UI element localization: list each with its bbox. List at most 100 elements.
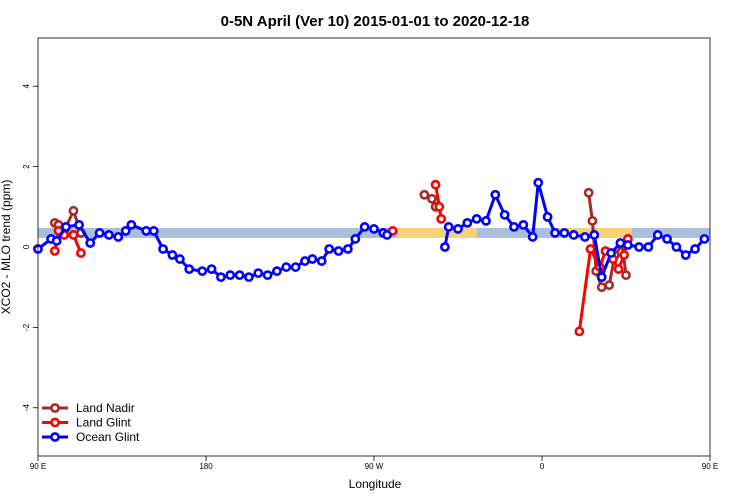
data-point	[141, 226, 152, 236]
data-point	[350, 234, 361, 244]
series-layer	[33, 177, 710, 337]
data-point	[527, 232, 538, 242]
data-point	[167, 250, 178, 260]
chart-title: 0-5N April (Ver 10) 2015-01-01 to 2020-1…	[221, 13, 530, 30]
y-tick-label: 0	[22, 244, 31, 249]
data-point	[316, 256, 327, 266]
data-point	[333, 246, 344, 256]
data-point	[434, 201, 445, 212]
data-point	[426, 193, 437, 204]
data-point	[244, 272, 254, 283]
data-point	[643, 242, 654, 252]
data-point	[281, 262, 292, 272]
data-point	[568, 230, 579, 240]
data-point	[518, 219, 529, 230]
data-point	[324, 244, 335, 254]
legend-label: Land Glint	[76, 416, 131, 430]
data-point	[419, 189, 430, 200]
data-point	[234, 270, 245, 281]
y-axis: -4 -2 0 2 4	[22, 83, 38, 411]
data-point	[342, 244, 353, 254]
band-segment	[38, 227, 399, 238]
legend-item: Land Glint	[42, 416, 131, 430]
data-point	[262, 270, 273, 281]
data-point	[453, 224, 463, 234]
data-point	[652, 230, 663, 240]
legend-marker	[50, 432, 60, 442]
series-ocean-glint	[33, 177, 710, 283]
data-point	[589, 230, 600, 240]
data-point	[690, 244, 700, 254]
data-point	[206, 264, 217, 275]
data-point	[559, 228, 570, 238]
data-point	[68, 205, 79, 216]
data-point	[596, 272, 607, 283]
legend-marker	[50, 403, 60, 413]
data-point	[174, 254, 185, 264]
data-point	[471, 213, 482, 224]
data-point	[550, 228, 560, 238]
data-point	[542, 211, 553, 222]
data-point	[158, 244, 168, 254]
data-point	[216, 272, 226, 283]
data-point	[583, 187, 594, 198]
data-point	[671, 242, 682, 252]
x-tick-label: 90 E	[30, 462, 46, 471]
data-point	[481, 215, 491, 226]
data-point	[580, 232, 590, 242]
data-point	[490, 189, 501, 200]
data-point	[462, 217, 473, 228]
data-point	[699, 234, 710, 244]
data-point	[300, 256, 310, 266]
data-point	[272, 266, 282, 277]
data-point	[184, 264, 195, 275]
data-point	[662, 234, 672, 244]
data-point	[634, 242, 644, 252]
data-point	[382, 230, 392, 240]
data-point	[613, 264, 624, 275]
data-point	[440, 242, 450, 252]
band-segment	[398, 227, 477, 238]
legend-item: Ocean Glint	[42, 430, 140, 444]
data-point	[94, 228, 105, 238]
data-point	[61, 222, 71, 232]
data-point	[587, 215, 598, 226]
data-point	[533, 177, 544, 188]
band-segment	[631, 227, 710, 238]
data-point	[574, 326, 585, 337]
data-point	[290, 262, 301, 272]
data-point	[604, 280, 615, 291]
data-point	[85, 238, 96, 248]
data-point	[436, 213, 447, 224]
data-point	[104, 230, 114, 240]
data-point	[225, 270, 236, 281]
data-point	[126, 219, 137, 230]
data-point	[509, 222, 519, 232]
legend-marker	[50, 417, 60, 428]
x-axis: 90 E 180 90 W 0 90 E	[30, 456, 718, 471]
data-point	[253, 268, 264, 279]
data-point	[51, 236, 62, 246]
data-point	[68, 230, 79, 240]
legend-label: Ocean Glint	[76, 430, 140, 444]
data-point	[76, 248, 86, 258]
y-tick-label: 4	[22, 83, 31, 88]
data-point	[680, 250, 691, 260]
x-tick-label: 0	[540, 462, 545, 471]
data-point	[148, 226, 159, 236]
data-point	[621, 270, 631, 281]
series-line	[434, 184, 443, 220]
data-point	[369, 224, 379, 234]
data-point	[619, 250, 630, 260]
y-tick-label: -4	[22, 404, 31, 412]
data-point	[113, 232, 124, 242]
data-point	[585, 244, 596, 254]
data-point	[615, 238, 626, 248]
data-point	[499, 209, 510, 220]
data-point	[74, 219, 84, 230]
x-axis-label: Longitude	[349, 477, 402, 491]
data-point	[622, 240, 633, 250]
y-tick-label: -2	[22, 323, 31, 331]
